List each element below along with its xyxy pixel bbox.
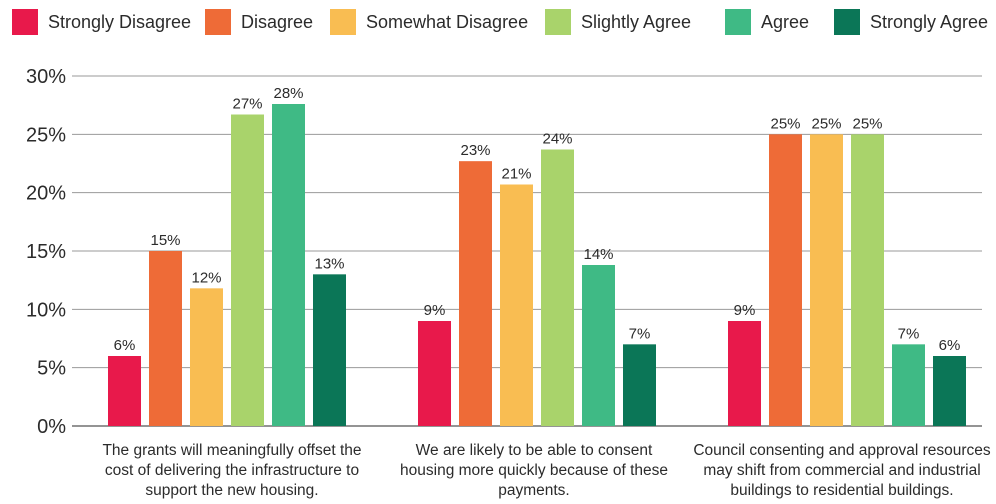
- legend-swatch: [545, 9, 571, 35]
- legend-item: Slightly Agree: [545, 9, 691, 35]
- bar: [851, 134, 884, 427]
- data-label: 23%: [460, 142, 490, 159]
- bar: [272, 104, 305, 426]
- bar: [313, 274, 346, 426]
- data-label: 9%: [734, 302, 756, 319]
- category-label: may shift from commercial and industrial: [703, 462, 980, 479]
- bar: [541, 149, 574, 426]
- y-tick-label: 10%: [26, 299, 66, 321]
- category-label: The grants will meaningfully offset the: [102, 442, 361, 459]
- y-tick-label: 30%: [26, 66, 66, 88]
- legend-item: Strongly Disagree: [12, 9, 191, 35]
- bar: [190, 288, 223, 426]
- data-label: 15%: [150, 232, 180, 249]
- bar: [728, 321, 761, 426]
- legend: Strongly Disagree Disagree Somewhat Disagr…: [0, 0, 996, 44]
- data-label: 21%: [501, 166, 531, 183]
- data-label: 25%: [811, 115, 841, 132]
- bar: [108, 356, 141, 426]
- category-label: cost of delivering the infrastructure to: [105, 462, 359, 479]
- bar: [933, 356, 966, 426]
- y-tick-label: 20%: [26, 183, 66, 205]
- legend-swatch: [725, 9, 751, 35]
- legend-item: Somewhat Disagree: [330, 9, 528, 35]
- category-label: Council consenting and approval resource…: [693, 442, 991, 459]
- legend-swatch: [330, 9, 356, 35]
- data-label: 6%: [939, 337, 961, 354]
- bar: [810, 134, 843, 427]
- data-label: 28%: [273, 85, 303, 102]
- data-label: 25%: [770, 115, 800, 132]
- category-label: We are likely to be able to consent: [416, 442, 653, 459]
- legend-swatch: [205, 9, 231, 35]
- legend-item: Agree: [725, 9, 809, 35]
- data-label: 12%: [191, 269, 221, 286]
- bar: [418, 321, 451, 426]
- legend-label: Agree: [761, 11, 810, 32]
- category-label: payments.: [498, 482, 570, 499]
- data-label: 6%: [114, 337, 136, 354]
- category-label: housing more quickly because of these: [400, 462, 668, 479]
- data-label: 14%: [583, 246, 613, 263]
- legend-swatch: [12, 9, 38, 35]
- data-label: 24%: [542, 131, 572, 148]
- legend-label: Slightly Agree: [581, 11, 692, 32]
- legend-item: Strongly Agree: [834, 9, 988, 35]
- category-label: buildings to residential buildings.: [730, 482, 953, 499]
- data-label: 25%: [852, 115, 882, 132]
- category-label: support the new housing.: [145, 482, 318, 499]
- data-label: 27%: [232, 96, 262, 113]
- legend-item: Disagree: [205, 9, 313, 35]
- y-tick-label: 25%: [26, 124, 66, 146]
- data-label: 7%: [898, 325, 920, 342]
- legend-swatch: [834, 9, 860, 35]
- data-label: 13%: [314, 255, 344, 272]
- bar: [500, 184, 533, 426]
- y-tick-label: 5%: [37, 358, 66, 380]
- bar: [231, 114, 264, 426]
- bar: [459, 161, 492, 426]
- bar: [149, 251, 182, 426]
- legend-label: Strongly Disagree: [48, 11, 192, 32]
- data-label: 7%: [629, 325, 651, 342]
- bar: [623, 344, 656, 426]
- y-tick-label: 15%: [26, 241, 66, 263]
- bar: [582, 265, 615, 426]
- data-label: 9%: [424, 302, 446, 319]
- y-tick-label: 0%: [37, 416, 66, 438]
- legend-label: Strongly Agree: [870, 11, 989, 32]
- legend-label: Somewhat Disagree: [366, 11, 529, 32]
- bar: [769, 134, 802, 427]
- legend-label: Disagree: [241, 11, 314, 32]
- bar: [892, 344, 925, 426]
